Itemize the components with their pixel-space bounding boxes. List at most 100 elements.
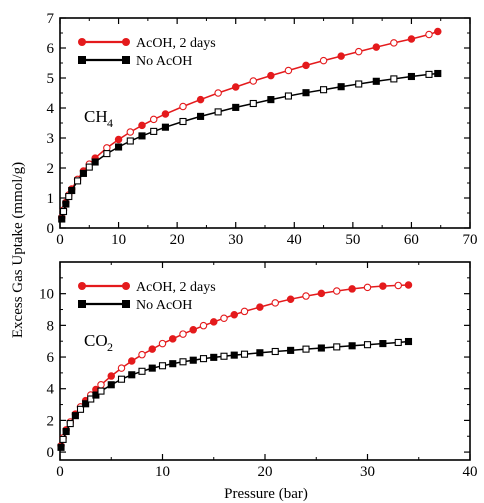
data-point: [196, 95, 205, 104]
data-point: [302, 61, 310, 70]
data-point: [267, 71, 275, 80]
data-point: [126, 128, 135, 136]
data-point: [169, 360, 177, 368]
data-point: [302, 345, 310, 353]
x-tick-label: 20: [258, 464, 273, 480]
data-point: [97, 381, 105, 389]
data-point: [267, 96, 275, 104]
data-point: [363, 341, 372, 349]
data-point: [107, 372, 116, 380]
x-tick-label: 0: [56, 464, 64, 480]
x-tick-label: 10: [155, 464, 170, 480]
data-point: [148, 364, 156, 372]
data-point: [117, 375, 126, 383]
data-point: [65, 192, 73, 201]
data-point: [230, 310, 239, 319]
data-point: [379, 282, 387, 290]
gas-label-subscript: 4: [107, 116, 113, 130]
data-point: [271, 347, 279, 356]
data-point: [284, 66, 293, 75]
legend-marker: [78, 300, 86, 308]
data-point: [302, 89, 310, 97]
data-point: [220, 314, 228, 322]
y-tick-label: 5: [47, 71, 55, 87]
data-point: [332, 287, 341, 295]
legend-marker: [78, 56, 86, 64]
y-tick-label: 7: [47, 11, 55, 27]
y-tick-label: 4: [47, 101, 55, 117]
x-tick-label: 50: [345, 232, 360, 248]
data-point: [394, 338, 402, 347]
y-tick-label: 10: [39, 287, 54, 303]
data-point: [390, 75, 398, 83]
data-point: [407, 72, 415, 81]
data-point: [319, 56, 328, 65]
data-point: [434, 27, 442, 36]
data-point: [220, 352, 228, 360]
y-tick-label: 4: [47, 382, 55, 398]
data-point: [92, 391, 100, 399]
y-tick-label: 2: [47, 413, 55, 429]
x-tick-label: 0: [56, 232, 64, 248]
data-point: [74, 177, 82, 185]
y-tick-label: 6: [47, 350, 55, 366]
legend-label: AcOH, 2 days: [136, 280, 216, 295]
data-point: [372, 77, 380, 85]
data-point: [149, 115, 158, 124]
data-point: [158, 339, 167, 348]
x-tick-label: 70: [463, 232, 478, 248]
x-tick-label: 30: [228, 232, 243, 248]
data-point: [425, 70, 433, 78]
data-point: [117, 364, 126, 372]
data-point: [158, 362, 167, 370]
data-point: [284, 92, 292, 100]
data-point: [189, 326, 198, 334]
data-point: [161, 110, 170, 118]
data-point: [271, 299, 279, 307]
data-point: [348, 342, 356, 350]
y-axis-label: Excess Gas Uptake (mmol/g): [10, 162, 26, 338]
data-point: [320, 86, 328, 94]
data-point: [62, 427, 70, 436]
data-point: [317, 344, 325, 352]
data-point: [363, 283, 372, 292]
data-point: [337, 83, 345, 91]
data-point: [161, 123, 169, 131]
data-point: [148, 345, 157, 353]
data-point: [256, 349, 264, 357]
data-point: [114, 135, 123, 144]
data-point: [58, 215, 66, 223]
data-point: [59, 435, 67, 443]
data-point: [286, 295, 295, 303]
data-point: [249, 77, 258, 85]
legend-marker: [122, 282, 130, 290]
data-point: [249, 99, 257, 108]
data-point: [232, 103, 240, 111]
data-point: [317, 289, 326, 298]
data-point: [256, 303, 264, 311]
data-point: [390, 39, 398, 47]
data-point: [302, 292, 310, 300]
data-point: [128, 357, 136, 365]
data-point: [138, 132, 146, 140]
data-point: [210, 318, 218, 326]
legend-marker: [122, 300, 130, 308]
legend-label: AcOH, 2 days: [136, 36, 216, 51]
gas-label: CO: [84, 331, 108, 350]
data-point: [214, 89, 222, 97]
data-point: [115, 143, 123, 151]
data-point: [230, 351, 238, 359]
data-point: [103, 150, 111, 158]
data-point: [348, 285, 356, 293]
ch4-uptake-panel: 0 10 20 30 40 50 60 70 0 1 2 3 4 5 6 7 AcOH, 2 days No Ac…: [47, 11, 478, 248]
data-point: [179, 102, 187, 111]
data-point: [126, 137, 134, 145]
data-point: [68, 186, 76, 195]
data-point: [379, 340, 387, 348]
data-point: [240, 350, 249, 358]
data-point: [355, 80, 363, 88]
x-tick-label: 30: [360, 464, 375, 480]
y-tick-label: 8: [47, 318, 55, 334]
x-tick-label: 10: [111, 232, 126, 248]
data-point: [179, 358, 187, 366]
